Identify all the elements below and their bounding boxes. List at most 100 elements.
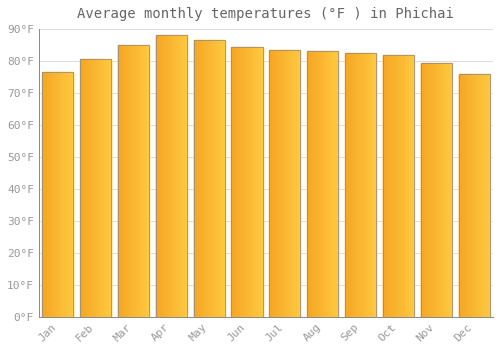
Bar xyxy=(118,45,149,317)
Bar xyxy=(333,51,334,317)
Bar xyxy=(315,51,316,317)
Bar xyxy=(477,74,478,317)
Bar xyxy=(470,74,471,317)
Bar xyxy=(280,50,281,317)
Bar xyxy=(145,45,146,317)
Bar xyxy=(222,40,223,317)
Bar xyxy=(63,72,64,317)
Bar xyxy=(54,72,55,317)
Bar xyxy=(458,74,490,317)
Bar xyxy=(449,63,450,317)
Bar xyxy=(237,47,238,317)
Bar xyxy=(438,63,439,317)
Bar xyxy=(360,53,361,317)
Bar xyxy=(62,72,63,317)
Bar xyxy=(403,55,404,317)
Bar xyxy=(120,45,121,317)
Bar xyxy=(447,63,448,317)
Bar xyxy=(135,45,136,317)
Bar xyxy=(210,40,211,317)
Bar xyxy=(90,60,91,317)
Bar xyxy=(413,55,414,317)
Bar xyxy=(61,72,62,317)
Bar xyxy=(57,72,58,317)
Bar xyxy=(467,74,468,317)
Bar xyxy=(299,50,300,317)
Bar xyxy=(182,35,183,317)
Bar xyxy=(330,51,331,317)
Bar xyxy=(286,50,287,317)
Bar xyxy=(442,63,443,317)
Bar xyxy=(80,60,81,317)
Bar xyxy=(171,35,172,317)
Bar xyxy=(371,53,372,317)
Bar xyxy=(389,55,390,317)
Bar xyxy=(102,60,103,317)
Bar xyxy=(361,53,362,317)
Bar xyxy=(316,51,317,317)
Bar xyxy=(194,40,224,317)
Bar xyxy=(445,63,446,317)
Bar xyxy=(161,35,162,317)
Bar xyxy=(200,40,201,317)
Bar xyxy=(368,53,369,317)
Bar xyxy=(277,50,278,317)
Bar xyxy=(292,50,293,317)
Bar xyxy=(93,60,94,317)
Bar xyxy=(177,35,178,317)
Bar xyxy=(240,47,241,317)
Bar xyxy=(325,51,326,317)
Bar xyxy=(165,35,166,317)
Bar xyxy=(199,40,200,317)
Bar xyxy=(159,35,160,317)
Bar xyxy=(164,35,165,317)
Bar xyxy=(347,53,348,317)
Bar xyxy=(319,51,320,317)
Bar xyxy=(82,60,83,317)
Bar xyxy=(94,60,95,317)
Bar xyxy=(435,63,436,317)
Bar xyxy=(101,60,102,317)
Bar xyxy=(246,47,247,317)
Bar xyxy=(329,51,330,317)
Bar xyxy=(44,72,45,317)
Bar xyxy=(327,51,328,317)
Bar xyxy=(238,47,239,317)
Bar xyxy=(250,47,251,317)
Bar xyxy=(334,51,335,317)
Bar xyxy=(295,50,296,317)
Bar xyxy=(432,63,433,317)
Bar xyxy=(208,40,209,317)
Bar xyxy=(322,51,323,317)
Bar xyxy=(55,72,56,317)
Bar xyxy=(428,63,429,317)
Bar xyxy=(336,51,337,317)
Bar xyxy=(156,35,157,317)
Bar xyxy=(412,55,413,317)
Bar xyxy=(313,51,314,317)
Bar xyxy=(346,53,347,317)
Bar xyxy=(462,74,464,317)
Bar xyxy=(176,35,177,317)
Bar xyxy=(394,55,395,317)
Bar xyxy=(180,35,181,317)
Bar xyxy=(104,60,105,317)
Bar xyxy=(83,60,84,317)
Bar xyxy=(279,50,280,317)
Bar xyxy=(487,74,488,317)
Bar xyxy=(214,40,215,317)
Bar xyxy=(201,40,202,317)
Bar xyxy=(369,53,370,317)
Bar xyxy=(173,35,174,317)
Bar xyxy=(385,55,386,317)
Bar xyxy=(95,60,96,317)
Bar xyxy=(84,60,85,317)
Bar xyxy=(345,53,376,317)
Bar xyxy=(464,74,465,317)
Bar xyxy=(106,60,107,317)
Bar xyxy=(429,63,430,317)
Bar xyxy=(243,47,244,317)
Bar xyxy=(162,35,163,317)
Bar xyxy=(134,45,135,317)
Bar xyxy=(148,45,149,317)
